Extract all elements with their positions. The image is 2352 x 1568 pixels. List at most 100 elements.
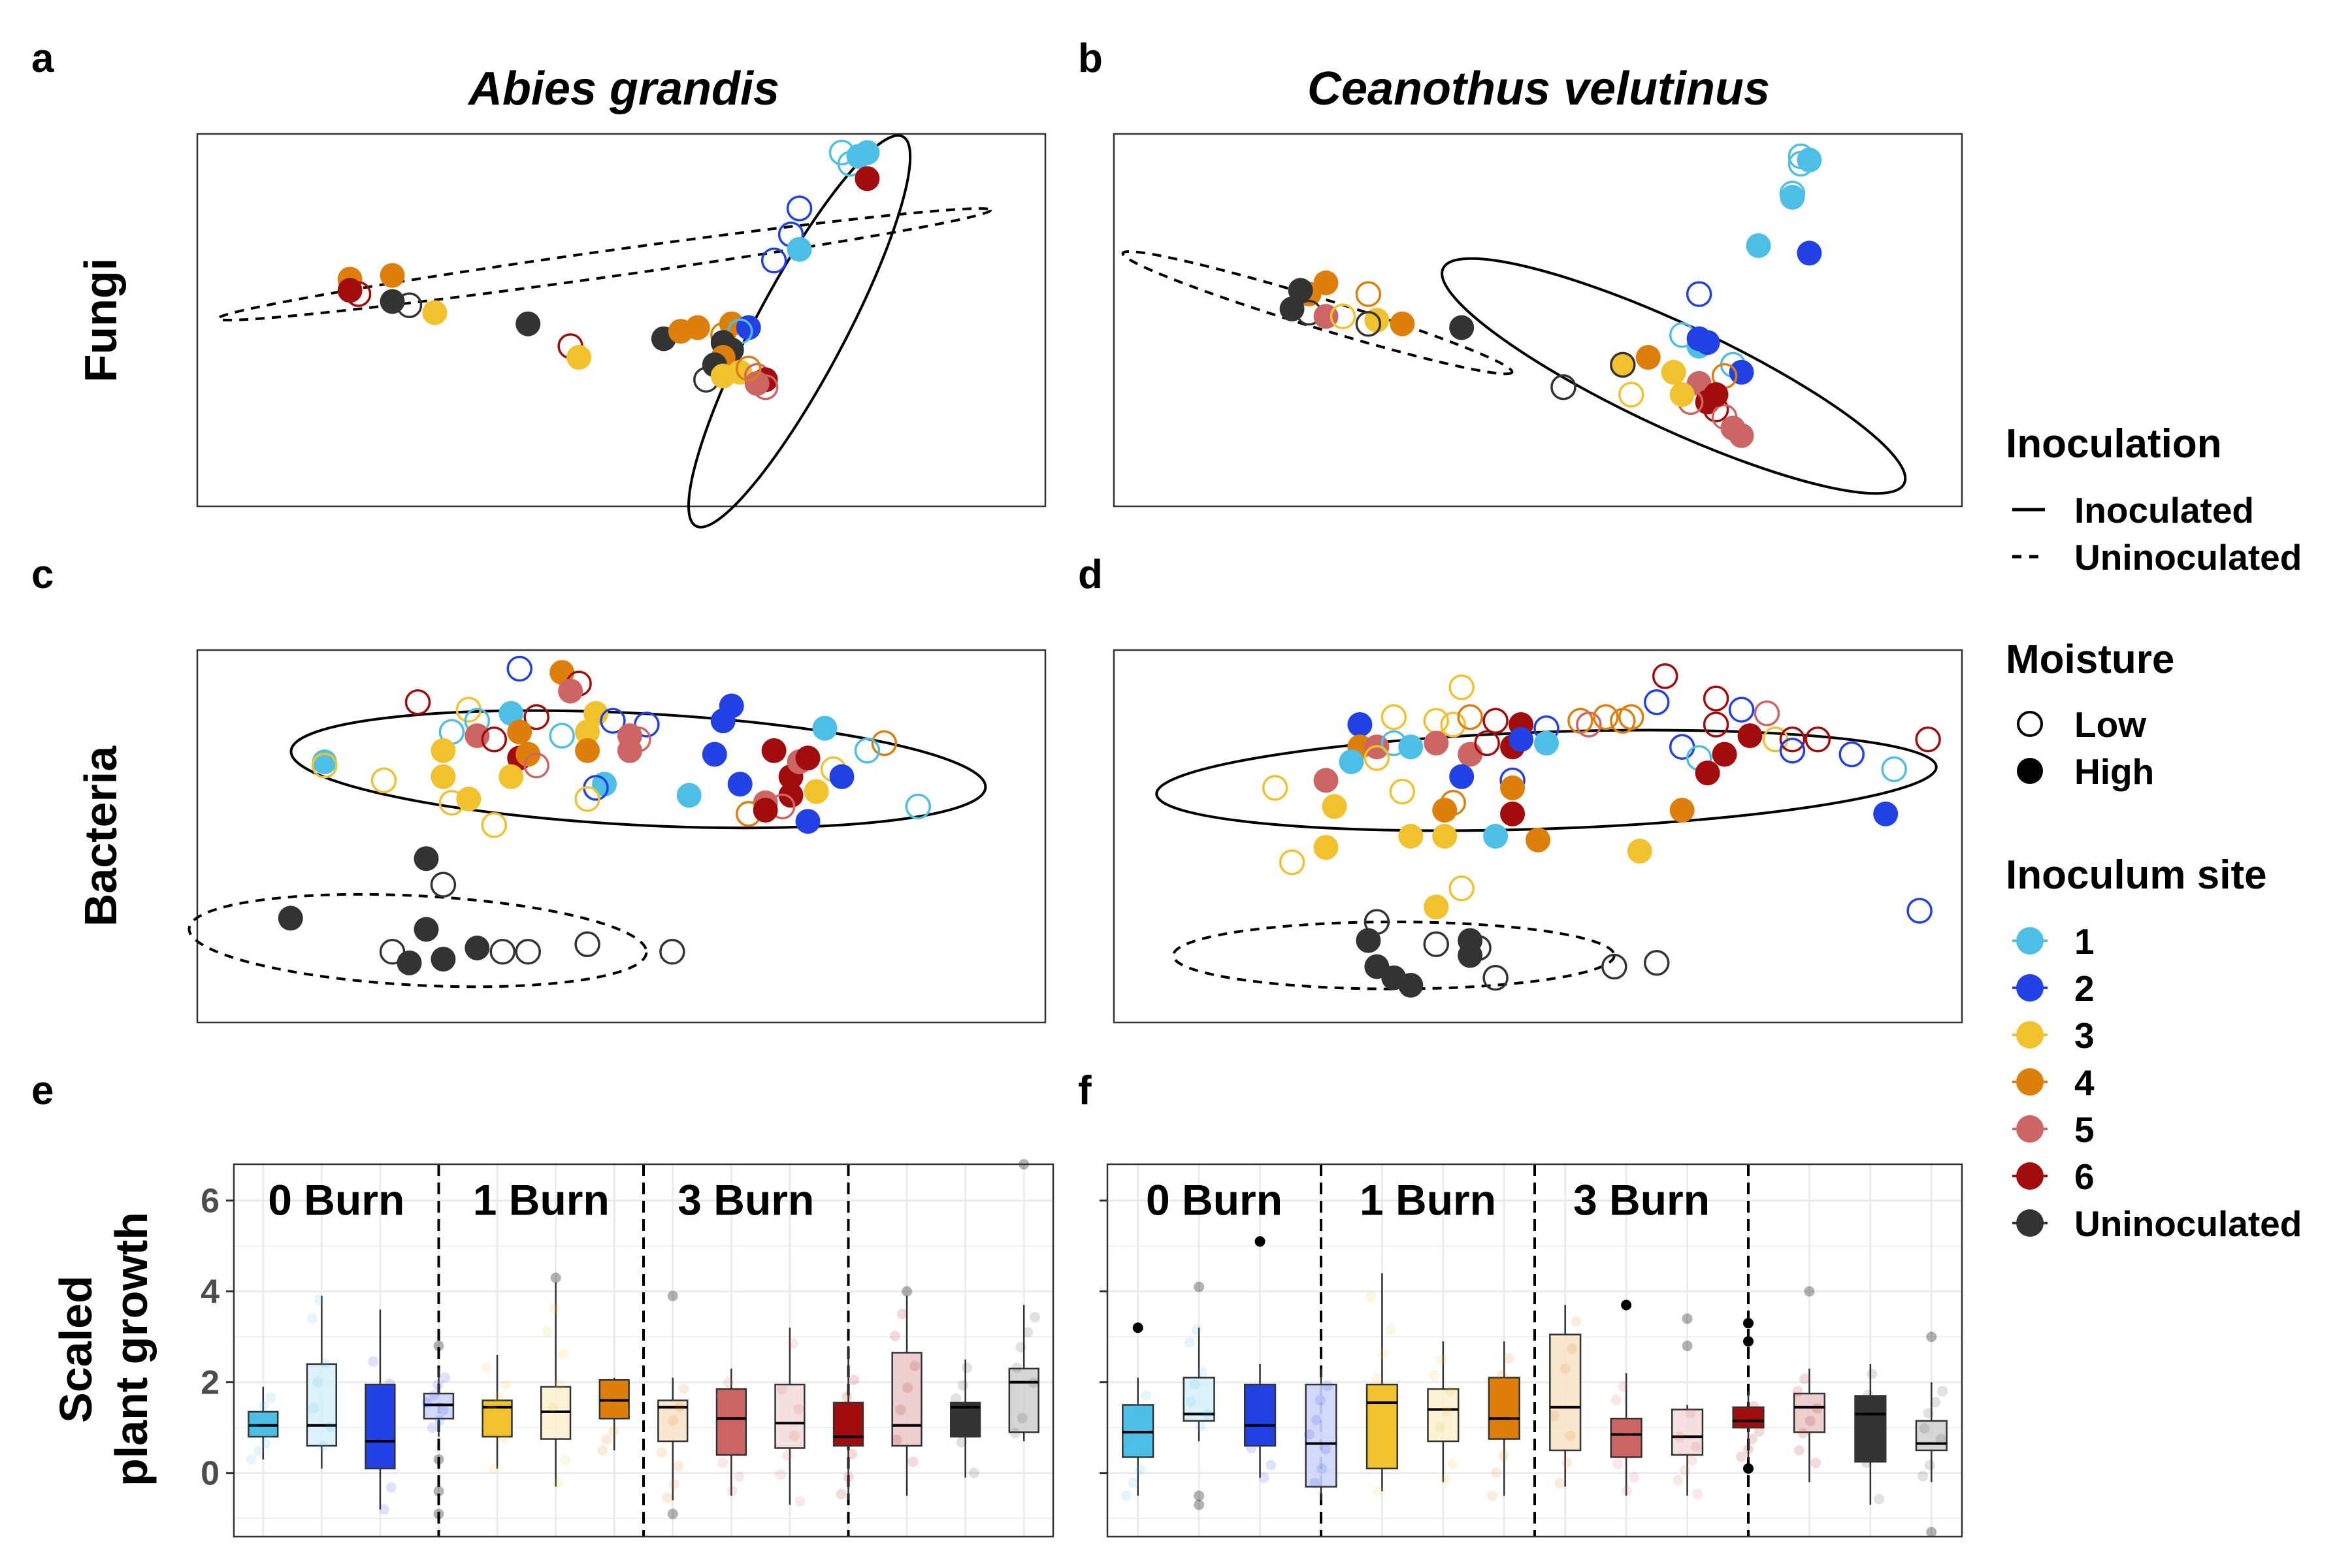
point-low xyxy=(854,738,881,764)
panel-frame-f xyxy=(1106,1163,1963,1538)
jitter-point xyxy=(1184,1337,1195,1348)
box-5-high xyxy=(1610,1299,1642,1496)
jitter-point xyxy=(1017,1413,1028,1424)
legend-site-marker xyxy=(2016,1068,2044,1096)
point-high xyxy=(414,846,439,872)
panel-frame-a xyxy=(196,133,1047,508)
outlier-point xyxy=(1804,1286,1815,1297)
jitter-point xyxy=(1565,1430,1576,1441)
point-low xyxy=(1643,689,1670,715)
jitter-point xyxy=(1863,1390,1874,1401)
jitter-point xyxy=(721,1438,732,1449)
jitter-point xyxy=(1743,1444,1754,1455)
jitter-point xyxy=(1918,1471,1929,1482)
box-iqr xyxy=(1427,1388,1460,1443)
jitter-point xyxy=(793,1403,804,1414)
jitter-point xyxy=(260,1438,271,1449)
jitter-point xyxy=(838,1414,849,1426)
jitter-point xyxy=(1610,1395,1622,1406)
row-label-fungi: Fungi xyxy=(75,258,126,382)
point-high xyxy=(558,678,583,704)
point-high xyxy=(1780,184,1805,210)
jitter-point xyxy=(1384,1429,1395,1440)
point-high xyxy=(829,764,855,789)
outlier-point xyxy=(433,1454,444,1465)
point-high xyxy=(710,708,736,734)
y-tick-label: 0 xyxy=(201,1455,220,1493)
point-high xyxy=(1356,928,1381,953)
legend-label-low: Low xyxy=(2074,704,2146,745)
box-6-low xyxy=(1792,1286,1826,1482)
section-label: 0 Burn xyxy=(268,1176,404,1224)
legend-label-inoculated: Inoculated xyxy=(2074,490,2254,531)
outlier-point xyxy=(1743,1463,1754,1474)
jitter-point xyxy=(1548,1411,1560,1422)
jitter-point xyxy=(438,1405,449,1416)
jitter-point xyxy=(601,1434,612,1445)
jitter-point xyxy=(895,1404,906,1415)
point-low xyxy=(438,789,465,816)
jitter-point xyxy=(481,1362,492,1373)
point-low xyxy=(523,752,549,779)
legend-label-high: High xyxy=(2074,751,2154,792)
point-high xyxy=(397,950,422,975)
jitter-point xyxy=(1030,1312,1041,1323)
panel-letter-a: a xyxy=(31,36,54,81)
jitter-point xyxy=(319,1358,331,1369)
point-high xyxy=(431,947,456,972)
jitter-point xyxy=(421,1397,433,1408)
point-high xyxy=(795,745,821,771)
jitter-point xyxy=(1491,1467,1502,1478)
outlier-point xyxy=(1682,1313,1693,1324)
box-2-high xyxy=(1243,1236,1277,1483)
point-low xyxy=(1601,953,1627,980)
scatter-panel-c xyxy=(188,649,1047,1024)
box-panel-e: 0 2 4 6 0 Burn 1 Burn 3 Burn xyxy=(201,1159,1054,1538)
jitter-point xyxy=(1616,1440,1627,1451)
box-iqr xyxy=(715,1388,747,1456)
jitter-point xyxy=(907,1456,919,1467)
jitter-point xyxy=(656,1447,667,1458)
point-high xyxy=(702,742,727,767)
point-high xyxy=(1873,801,1899,826)
jitter-point xyxy=(1128,1477,1139,1488)
jitter-point xyxy=(1322,1380,1333,1392)
jitter-point xyxy=(554,1379,565,1390)
legend-site-label: Uninoculated xyxy=(2074,1203,2302,1244)
outlier-point xyxy=(1621,1299,1632,1311)
ellipse-uninoculated-c xyxy=(188,892,648,988)
jitter-point xyxy=(1747,1433,1757,1445)
jitter-point xyxy=(440,1372,451,1383)
jitter-point xyxy=(542,1326,553,1337)
point-high xyxy=(1449,764,1475,789)
point-low xyxy=(481,812,508,838)
legend-marker-filled xyxy=(2017,758,2043,784)
section-label: 1 Burn xyxy=(473,1176,610,1224)
jitter-point xyxy=(1623,1426,1634,1437)
point-high xyxy=(1364,308,1390,333)
point-high xyxy=(753,798,778,823)
box-iqr xyxy=(1488,1377,1520,1440)
outlier-point xyxy=(433,1486,444,1497)
jitter-point xyxy=(500,1379,512,1390)
point-high xyxy=(1533,730,1559,756)
point-high xyxy=(1729,359,1754,385)
point-high xyxy=(278,906,303,931)
point-high xyxy=(1746,233,1771,258)
point-high xyxy=(1424,730,1449,756)
point-low xyxy=(1703,685,1729,711)
point-low xyxy=(1915,727,1941,753)
jitter-point xyxy=(958,1380,969,1391)
jitter-point xyxy=(890,1330,901,1341)
jitter-point xyxy=(1385,1324,1396,1335)
box-2-low xyxy=(421,1341,455,1520)
legend-site-label: 6 xyxy=(2074,1156,2095,1197)
jitter-point xyxy=(434,1415,445,1426)
point-low xyxy=(489,938,516,965)
jitter-point xyxy=(1797,1428,1808,1439)
jitter-point xyxy=(673,1460,684,1471)
box-2-low xyxy=(1304,1368,1337,1501)
point-low xyxy=(523,704,549,730)
jitter-point xyxy=(854,1431,865,1443)
point-high xyxy=(575,719,600,745)
